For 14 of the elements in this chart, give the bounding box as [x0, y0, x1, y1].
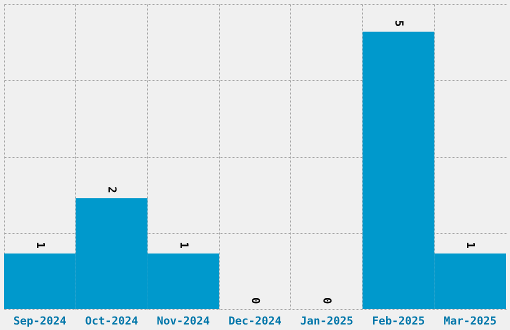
data-label: 5: [392, 20, 406, 27]
x-tick-label: Nov-2024: [156, 314, 210, 328]
data-label: 0: [320, 297, 334, 304]
x-tick-label: Feb-2025: [372, 314, 425, 328]
data-label: 1: [464, 242, 478, 249]
x-tick-label: Oct-2024: [85, 314, 138, 328]
data-label: 1: [177, 242, 190, 249]
data-label: 0: [249, 297, 262, 304]
x-tick-label: Dec-2024: [228, 314, 282, 328]
x-tick-label: Sep-2024: [13, 314, 67, 328]
data-label: 2: [106, 186, 119, 194]
x-tick-label: Jan-2025: [300, 314, 354, 328]
x-tick-label: Mar-2025: [444, 314, 497, 328]
data-label: 1: [34, 242, 47, 249]
